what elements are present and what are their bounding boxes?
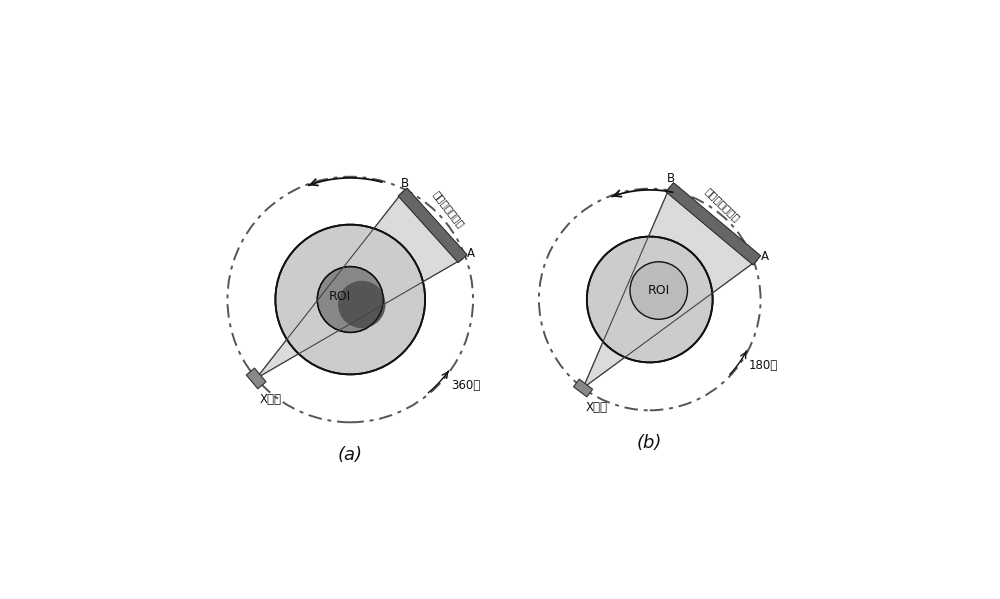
Circle shape [338,281,386,328]
Circle shape [317,267,383,332]
Text: X光源: X光源 [586,401,608,414]
Circle shape [275,225,425,374]
Text: (a): (a) [338,446,363,464]
Text: 180度: 180度 [749,358,778,371]
Text: ROI: ROI [648,284,670,297]
Circle shape [630,262,687,319]
Text: ROI: ROI [329,290,351,302]
Text: 高分辨率探测器: 高分辨率探测器 [704,186,742,224]
Polygon shape [666,183,761,265]
Text: A: A [467,247,475,261]
Text: A: A [761,250,769,263]
Circle shape [587,237,713,362]
Text: (b): (b) [637,434,662,452]
Polygon shape [573,379,593,397]
Text: 高分辨率探测器: 高分辨率探测器 [432,189,466,230]
Polygon shape [398,188,467,263]
Text: B: B [401,177,409,190]
Text: 360度: 360度 [451,379,480,392]
Text: B: B [667,172,675,185]
Text: X光源: X光源 [259,394,281,406]
Polygon shape [256,192,463,379]
Polygon shape [246,368,266,389]
Polygon shape [583,187,757,388]
